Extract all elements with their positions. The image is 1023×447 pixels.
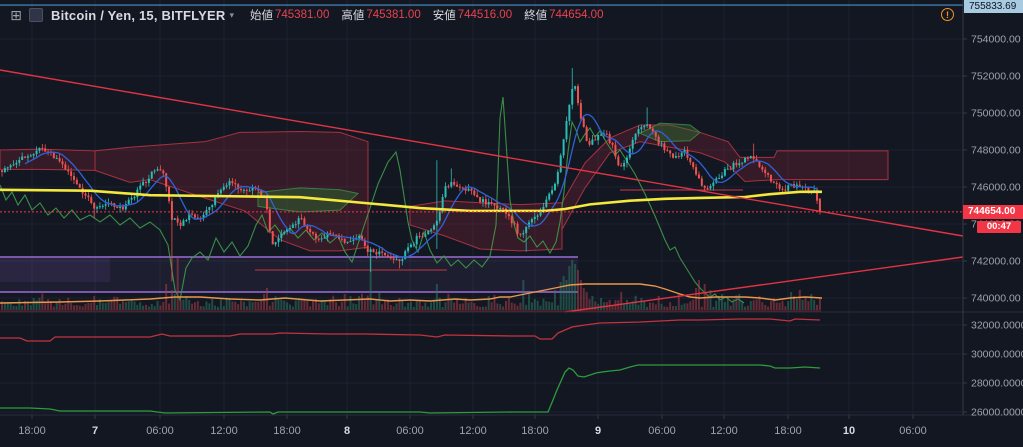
- chikou-span-line: [0, 96, 745, 304]
- candlesticks: [1, 68, 821, 282]
- svg-text:754000.00: 754000.00: [971, 34, 1021, 46]
- low-value: 744516.00: [457, 9, 513, 21]
- purple-zone: [0, 256, 578, 293]
- kijun-sen-line: [0, 188, 822, 213]
- svg-text:8: 8: [344, 425, 350, 437]
- svg-text:7: 7: [92, 425, 98, 437]
- svg-text:746000.00: 746000.00: [971, 182, 1021, 194]
- tenkan-sen-line: [24, 113, 821, 258]
- alert-warning-icon[interactable]: !: [941, 8, 954, 21]
- bar-countdown-label: 00:47: [977, 221, 1021, 233]
- grid-layout-icon[interactable]: ⊞: [10, 7, 22, 23]
- open-label: 始値: [249, 10, 273, 22]
- svg-text:30000.0000: 30000.0000: [971, 349, 1023, 361]
- svg-text:06:00: 06:00: [899, 425, 927, 437]
- current-price-label: 744654.00: [963, 205, 1023, 219]
- chevron-down-icon[interactable]: ▾: [229, 9, 234, 20]
- svg-text:750000.00: 750000.00: [971, 108, 1021, 120]
- open-value: 745381.00: [274, 9, 330, 21]
- svg-text:28000.0000: 28000.0000: [971, 378, 1023, 390]
- price-axis[interactable]: 754000.00 752000.00 750000.00 748000.00 7460…: [963, 34, 1023, 419]
- svg-text:18:00: 18:00: [521, 425, 549, 437]
- close-label: 終値: [524, 10, 548, 22]
- svg-text:748000.00: 748000.00: [971, 145, 1021, 157]
- svg-text:18:00: 18:00: [774, 425, 802, 437]
- svg-text:06:00: 06:00: [146, 425, 174, 437]
- time-axis[interactable]: 18:00 7 06:00 12:00 18:00 8 06:00 12:00 18:00 9 06…: [18, 415, 927, 437]
- volume-bars: [0, 254, 823, 312]
- lower-indicator-pane: [0, 318, 821, 415]
- svg-text:752000.00: 752000.00: [971, 71, 1021, 83]
- svg-text:18:00: 18:00: [273, 425, 301, 437]
- svg-text:12:00: 12:00: [210, 425, 238, 437]
- svg-text:12:00: 12:00: [459, 425, 487, 437]
- close-value: 744654.00: [549, 9, 604, 21]
- svg-text:740000.00: 740000.00: [971, 293, 1021, 305]
- svg-text:06:00: 06:00: [396, 425, 424, 437]
- high-value: 745381.00: [366, 9, 421, 21]
- svg-text:12:00: 12:00: [710, 425, 738, 437]
- chart-style-icon[interactable]: [29, 8, 43, 22]
- svg-text:06:00: 06:00: [648, 425, 676, 437]
- svg-text:10: 10: [843, 425, 855, 437]
- chart-toolbar: ⊞ Bitcoin / Yen, 15, BITFLYER ▾ 始値 74538…: [8, 6, 615, 24]
- trend-lines: [0, 69, 964, 313]
- low-label: 安値: [432, 10, 456, 22]
- alert-price-label[interactable]: 755833.69: [964, 0, 1023, 13]
- svg-text:18:00: 18:00: [18, 425, 46, 437]
- svg-text:26000.0000: 26000.0000: [971, 407, 1023, 419]
- high-label: 高値: [341, 10, 365, 22]
- symbol-title[interactable]: Bitcoin / Yen, 15, BITFLYER: [51, 7, 226, 23]
- svg-text:9: 9: [595, 425, 601, 437]
- svg-text:32000.0000: 32000.0000: [971, 320, 1023, 332]
- svg-text:742000.00: 742000.00: [971, 256, 1021, 268]
- ohlc-readout: 始値 745381.00 高値 745381.00 安値 744516.00 終…: [250, 7, 616, 23]
